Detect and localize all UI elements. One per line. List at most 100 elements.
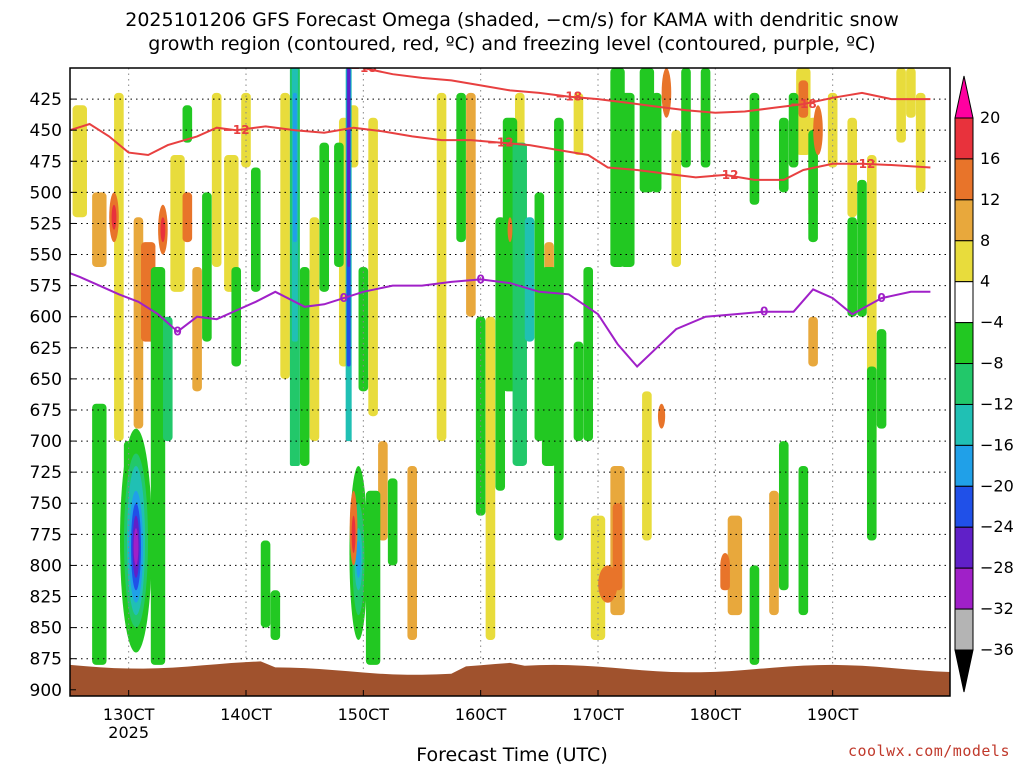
descent-core [111, 204, 117, 230]
shade-cell [280, 92, 290, 379]
y-tick-label: 725 [30, 463, 62, 483]
shade-cell [847, 117, 858, 218]
shade-cell [202, 192, 212, 342]
shade-cell [270, 590, 281, 641]
shade-cell [915, 92, 926, 193]
shade-cell [681, 68, 691, 168]
shade-cell [456, 92, 466, 243]
shade-cell [590, 515, 606, 641]
contour-minus12 [70, 122, 931, 181]
colorbar-label: 20 [980, 108, 1000, 127]
shade-cell [671, 130, 682, 267]
colorbar-label: 12 [980, 190, 1000, 209]
descent-core [657, 403, 666, 429]
shade-cell [866, 366, 877, 541]
chart-title-line1: 2025101206 GFS Forecast Omega (shaded, −… [125, 9, 899, 31]
colorbar-label: 4 [980, 272, 990, 291]
ascent-column [347, 68, 351, 267]
contour-freezing-level-label: 0 [877, 291, 885, 305]
shade-cell [778, 441, 789, 591]
colorbar-box [954, 526, 974, 569]
omega-shading [72, 68, 926, 665]
ascent-core [356, 540, 361, 578]
y-tick-label: 575 [30, 277, 62, 297]
colorbar-box [954, 240, 974, 283]
y-tick-label: 475 [30, 152, 62, 172]
colorbar-box [954, 281, 974, 324]
shade-cell [224, 155, 239, 292]
colorbar-box [954, 199, 974, 242]
contour-minus12-label: −12 [849, 157, 876, 171]
shade-cell [192, 266, 202, 392]
shade-cell [642, 391, 652, 541]
shade-cell [798, 80, 809, 118]
colorbar-cap-top [954, 75, 974, 119]
shade-cell [769, 490, 779, 616]
chart-title-line2: growth region (contoured, red, ºC) and f… [148, 33, 876, 55]
contour-freezing-level-label: 0 [476, 272, 484, 286]
colorbar-box [954, 485, 974, 528]
y-tick-label: 550 [30, 246, 62, 266]
grid-lines [70, 68, 950, 696]
shade-cell [573, 92, 584, 156]
colorbar: 20 16 12 8 4 −4 −8 −12 −16 −20 −24 −28 −32 −36 [954, 75, 1014, 693]
shade-cell [534, 192, 545, 442]
shade-cell [700, 68, 711, 168]
contour-minus12-label: −12 [712, 168, 739, 182]
contour-freezing-level-label: 0 [173, 325, 181, 339]
shade-cell [436, 92, 447, 442]
x-tick-label: 150CT [338, 705, 390, 724]
shade-cell [808, 316, 818, 367]
shade-cell [727, 515, 743, 616]
contour-freezing-level-label: 0 [340, 291, 348, 305]
shade-cell [798, 465, 809, 616]
y-tick-label: 500 [30, 183, 62, 203]
contour-lines: −12 −12 −12 −12 −18 −18 −18 0 0 0 0 0 [70, 61, 931, 368]
contour-minus12-label: −12 [487, 136, 514, 150]
colorbar-label: 8 [980, 231, 990, 250]
colorbar-label: 16 [980, 149, 1000, 168]
colorbar-box [954, 158, 974, 201]
shade-cell [378, 441, 388, 541]
colorbar-box [954, 117, 974, 160]
contour-minus18-label: −18 [350, 61, 377, 75]
shade-cell [309, 217, 320, 442]
y-tick-label: 600 [30, 308, 62, 328]
y-tick-label: 825 [30, 588, 62, 608]
colorbar-label: −28 [980, 558, 1014, 577]
ascent-core [133, 528, 139, 566]
x-tick-label: 160CT [455, 705, 507, 724]
colorbar-label: −16 [980, 435, 1014, 454]
shade-cell [495, 217, 506, 491]
descent-core [661, 68, 672, 118]
colorbar-box [954, 444, 974, 487]
shade-cell [876, 329, 887, 429]
contour-freezing-level-label: 0 [760, 305, 768, 319]
shade-cell [407, 465, 418, 641]
shade-cell [92, 403, 107, 665]
shade-cell [778, 117, 789, 193]
shade-cell [182, 105, 193, 143]
plot-frame [69, 67, 951, 697]
y-tick-label: 525 [30, 214, 62, 234]
colorbar-label: −20 [980, 476, 1014, 495]
shade-cell [749, 92, 760, 205]
x-axis-title: Forecast Time (UTC) [416, 744, 608, 766]
colorbar-cap-bottom [954, 649, 974, 693]
x-tick-label: 190CT [807, 705, 859, 724]
shade-cell [896, 68, 906, 143]
colorbar-box [954, 608, 974, 651]
colorbar-label: −32 [980, 599, 1014, 618]
colorbar-label: −8 [980, 354, 1004, 373]
y-axis: 425 450 475 500 525 550 575 600 625 650 675 700 725 7… [30, 90, 76, 701]
colorbar-box [954, 322, 974, 365]
shade-cell [334, 142, 344, 267]
y-tick-label: 800 [30, 556, 62, 576]
shade-cell [620, 92, 635, 267]
shade-cell [485, 316, 496, 641]
shade-cell [749, 565, 760, 665]
x-tick-label: 130CT [103, 705, 155, 724]
x-tick-label: 170CT [572, 705, 624, 724]
contour-minus12-label: −12 [223, 123, 250, 137]
